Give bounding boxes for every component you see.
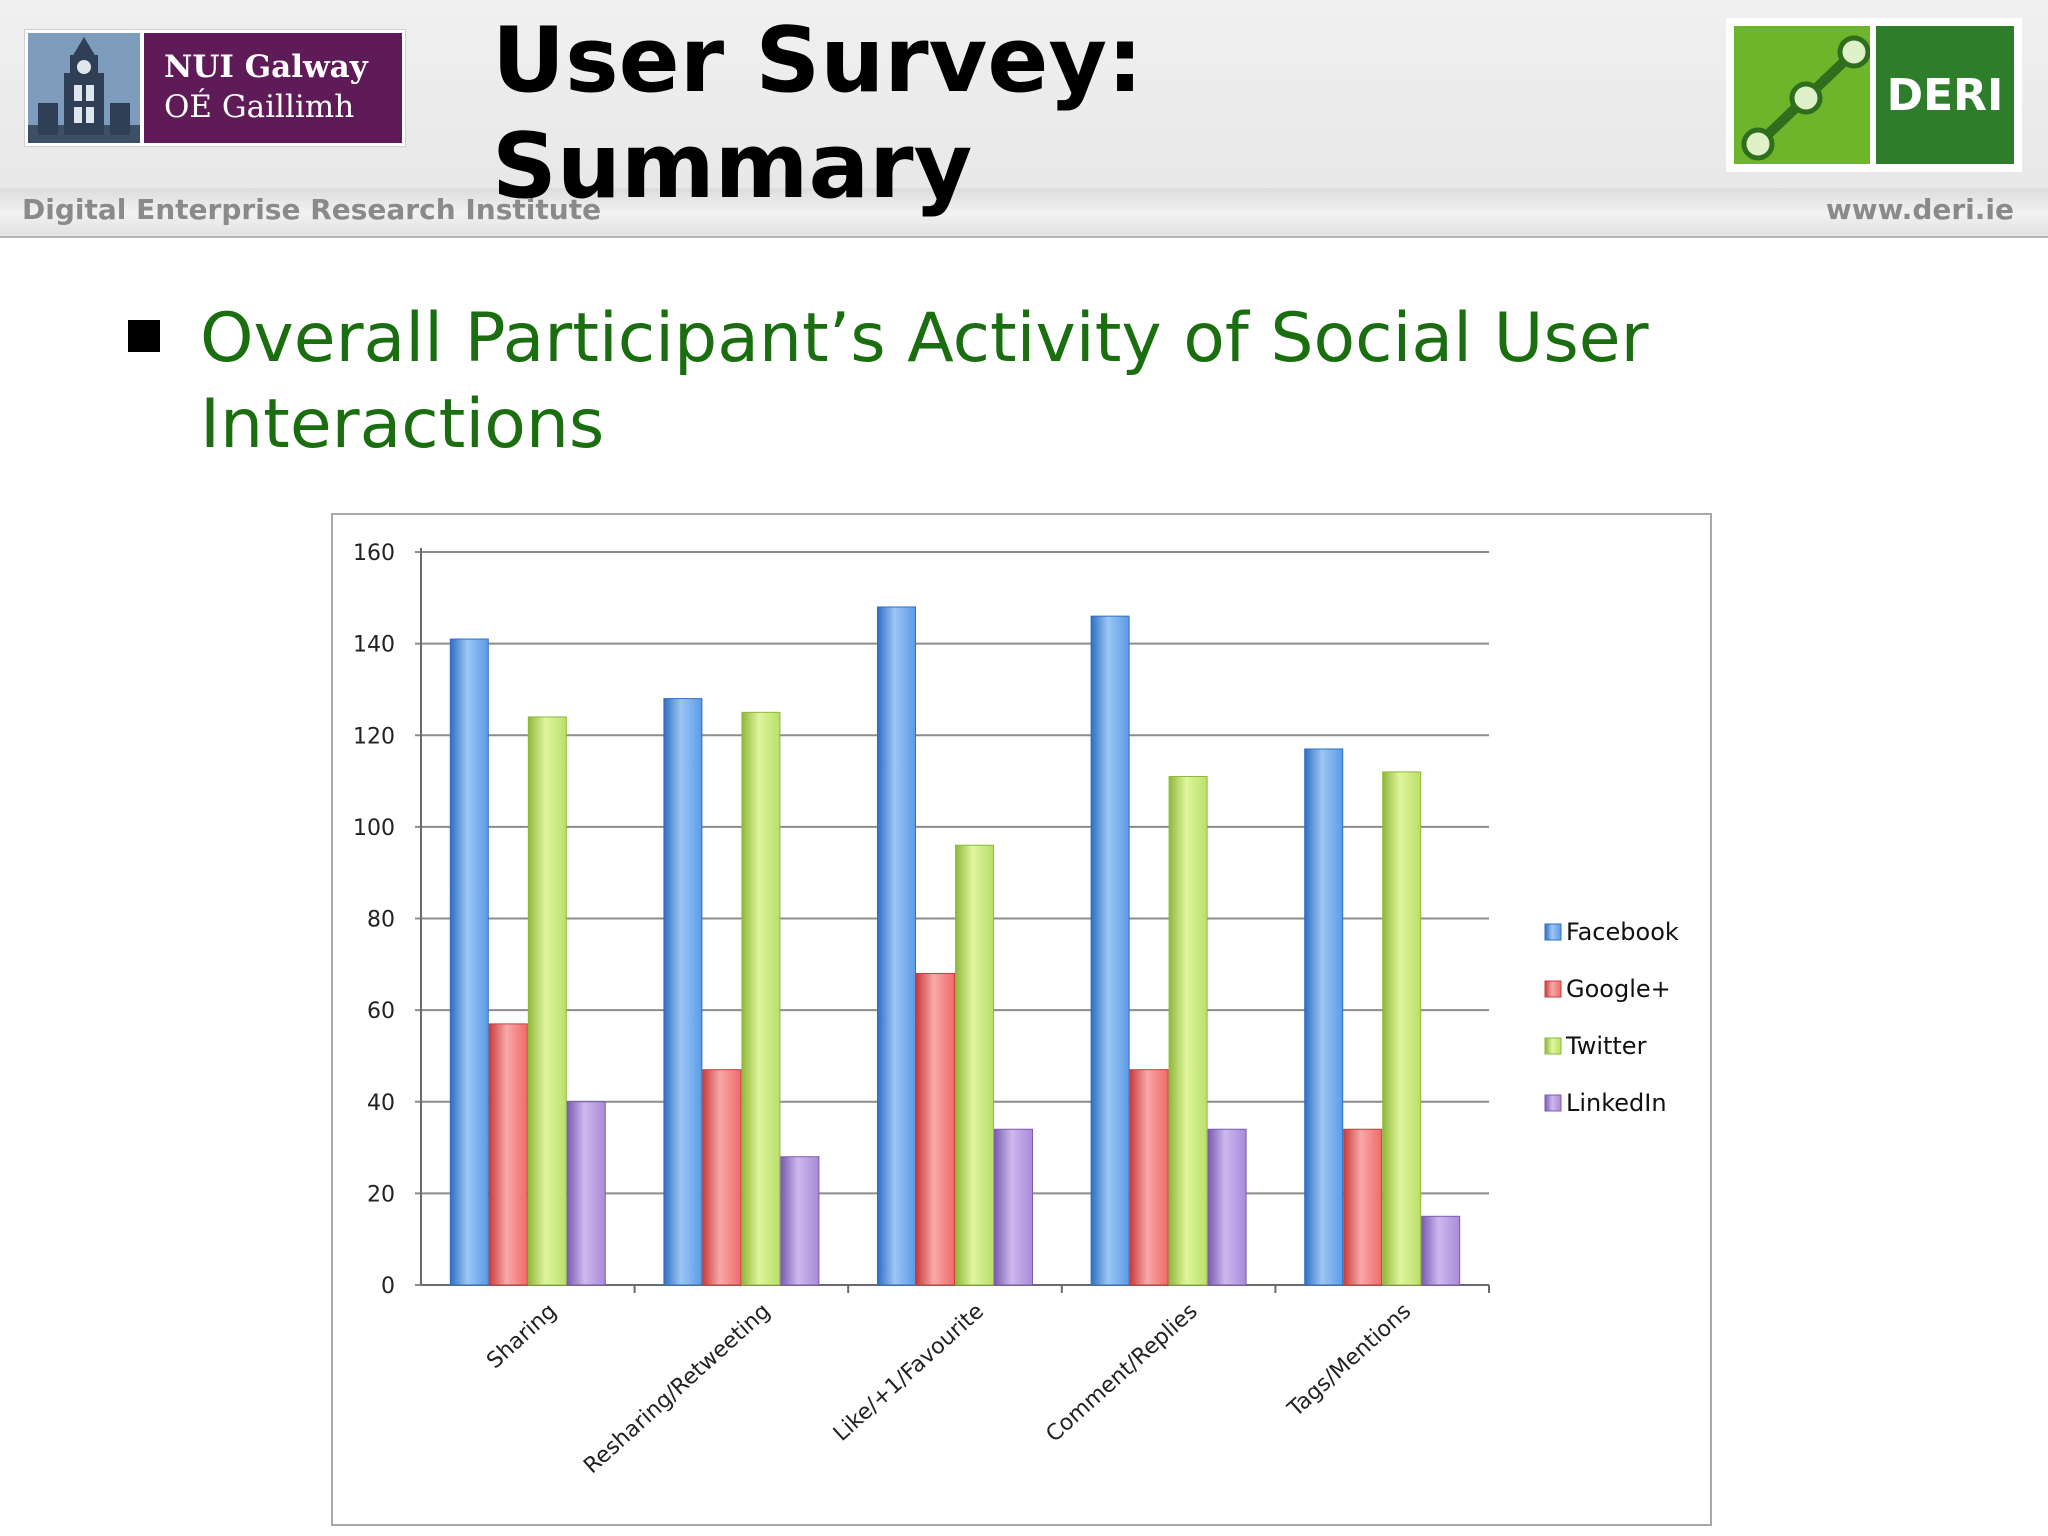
bar-google-1 — [702, 1069, 742, 1286]
legend-swatch — [1544, 1037, 1562, 1055]
y-tick-label: 120 — [353, 724, 395, 749]
institute-name: Digital Enterprise Research Institute — [22, 193, 602, 226]
x-tick-label: Resharing/Retweeting — [579, 1299, 775, 1479]
y-tick-label: 20 — [367, 1182, 395, 1207]
bar-twitter-3 — [1168, 775, 1208, 1286]
bar-facebook-1 — [663, 698, 703, 1286]
bar-google-2 — [916, 972, 955, 1286]
bar-linkedin-3 — [1207, 1128, 1247, 1286]
bar-twitter-1 — [741, 711, 781, 1286]
bar-chart: 0 20 40 60 80 100 120 140 160 Sharing Resharing/Re… — [353, 541, 1679, 1479]
slide-title: User Survey: Summary — [492, 8, 1144, 219]
legend-label: Facebook — [1566, 918, 1679, 946]
legend-label: Google+ — [1566, 975, 1671, 1003]
bar-google-3 — [1129, 1069, 1169, 1286]
y-tick-label: 60 — [367, 999, 395, 1024]
bar-facebook-4 — [1304, 748, 1344, 1286]
bullet-square-icon — [128, 320, 160, 352]
nui-logo-line1: NUI Galway — [164, 49, 368, 85]
deri-logo: DERI — [1726, 18, 2022, 172]
bar-twitter-0 — [527, 716, 567, 1286]
x-tick-label: Sharing — [482, 1299, 562, 1374]
bar-google-0 — [488, 1023, 528, 1286]
bar-linkedin-0 — [566, 1101, 606, 1286]
nui-logo-text: NUI Galway OÉ Gaillimh — [144, 33, 402, 143]
nui-logo-line2: OÉ Gaillimh — [164, 89, 355, 125]
legend-swatch — [1544, 1094, 1562, 1112]
chart-frame: 0 20 40 60 80 100 120 140 160 Sharing Resharing/Re… — [331, 513, 1712, 1526]
bar-linkedin-2 — [994, 1128, 1033, 1286]
bar-facebook-3 — [1090, 615, 1130, 1286]
nui-galway-logo: NUI Galway OÉ Gaillimh — [25, 30, 405, 146]
y-tick-label: 80 — [367, 908, 395, 933]
bar-linkedin-4 — [1421, 1215, 1461, 1286]
x-tick-label: Comment/Replies — [1042, 1299, 1203, 1448]
y-tick-label: 0 — [381, 1274, 395, 1299]
slide-header: NUI Galway OÉ Gaillimh User Survey: Summ… — [0, 0, 2048, 238]
legend-label: LinkedIn — [1566, 1089, 1667, 1117]
legend-swatch — [1544, 980, 1562, 998]
website-link[interactable]: www.deri.ie — [1825, 193, 2014, 226]
bullet-text: Overall Participant’s Activity of Social… — [200, 299, 1649, 464]
deri-logo-text: DERI — [1876, 26, 2014, 164]
bar-google-4 — [1343, 1128, 1383, 1286]
x-tick-label: Like/+1/Favourite — [829, 1299, 989, 1447]
bar-linkedin-1 — [780, 1156, 820, 1286]
x-tick-label: Tags/Mentions — [1283, 1299, 1417, 1423]
y-tick-label: 160 — [353, 541, 395, 566]
clock-tower-icon — [28, 33, 140, 143]
y-tick-label: 40 — [367, 1091, 395, 1116]
deri-network-icon — [1734, 26, 1870, 164]
y-tick-label: 140 — [353, 633, 395, 658]
bar-twitter-4 — [1382, 771, 1422, 1286]
legend-swatch — [1544, 923, 1562, 941]
bar-twitter-2 — [955, 844, 994, 1286]
bar-facebook-0 — [449, 638, 489, 1286]
y-tick-label: 100 — [353, 816, 395, 841]
header-strip — [0, 188, 2048, 234]
bar-facebook-2 — [877, 606, 916, 1286]
legend-label: Twitter — [1565, 1032, 1647, 1060]
